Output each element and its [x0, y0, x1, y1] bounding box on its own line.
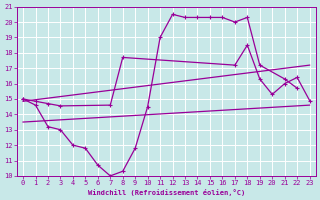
X-axis label: Windchill (Refroidissement éolien,°C): Windchill (Refroidissement éolien,°C): [88, 189, 245, 196]
